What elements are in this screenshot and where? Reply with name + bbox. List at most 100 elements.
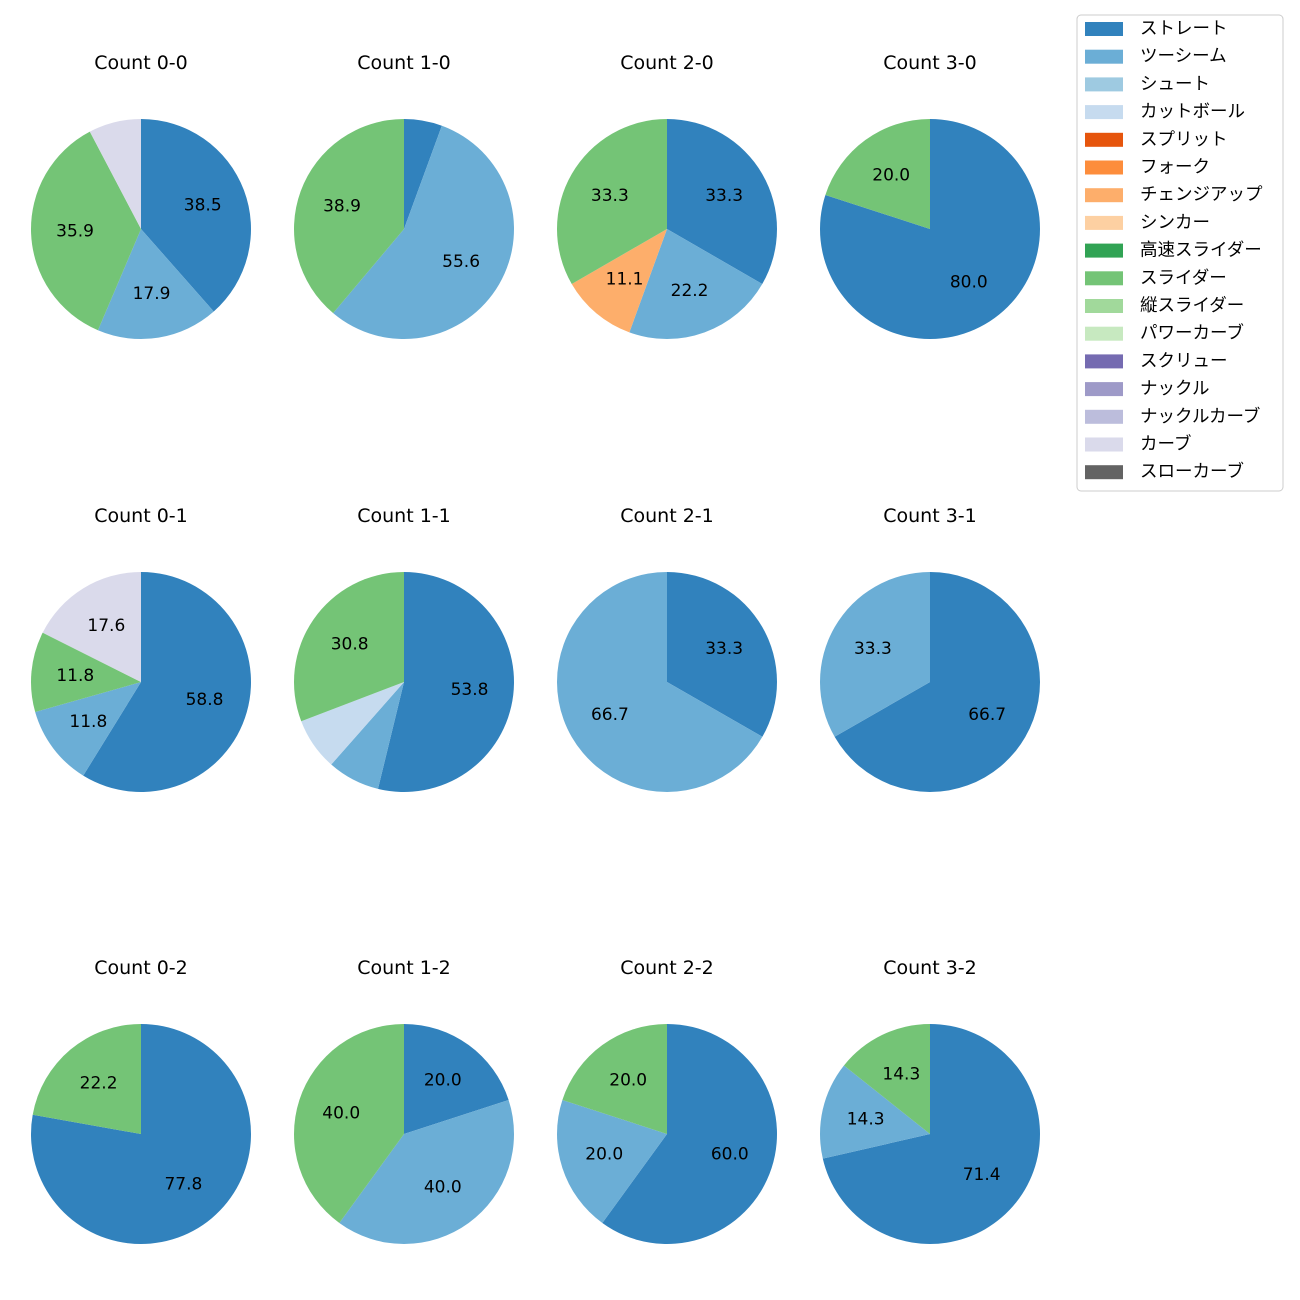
chart-title: Count 3-0 — [883, 52, 977, 74]
pie-slice — [822, 1024, 1040, 1245]
pie-slice — [556, 119, 667, 284]
slice-label: 11.1 — [606, 270, 644, 290]
legend-entry: 縦スライダー — [1085, 296, 1244, 316]
legend-swatch — [1085, 105, 1123, 120]
legend-entry: ナックルカーブ — [1085, 406, 1260, 427]
legend-frame — [1076, 14, 1284, 492]
slice-label: 40.0 — [322, 1104, 360, 1124]
pie-chart: Count 2-0 33.3 22.2 11.1 33.3 — [556, 52, 777, 339]
slice-label: 38.9 — [323, 196, 361, 216]
slice-label: 22.2 — [671, 281, 709, 301]
slice-label: 14.3 — [847, 1109, 885, 1129]
pie-slice — [83, 572, 252, 793]
legend-label: 高速スライダー — [1140, 241, 1262, 261]
slice-label: 53.8 — [451, 680, 489, 700]
chart-title: Count 3-2 — [883, 957, 977, 979]
pie-slice — [339, 1100, 514, 1244]
pie-slice — [404, 1024, 509, 1134]
chart-title: Count 2-1 — [620, 505, 714, 527]
legend-items: ストレートツーシームシュートカットボールスプリットフォークチェンジアップシンカー… — [1085, 19, 1263, 482]
legend-label: スローカーブ — [1140, 461, 1244, 482]
pie-slice — [97, 229, 214, 339]
legend-swatch — [1085, 132, 1123, 147]
pie-slice — [333, 125, 514, 339]
pie-slice — [667, 572, 777, 737]
legend-entry: スクリュー — [1085, 351, 1228, 371]
pie-slice — [602, 1024, 778, 1244]
pie-slice — [820, 119, 1040, 339]
slice-label: 40.0 — [424, 1177, 462, 1197]
slice-label: 20.0 — [585, 1144, 623, 1164]
chart-title: Count 2-2 — [620, 957, 714, 979]
legend-entry: フォーク — [1085, 158, 1210, 178]
legend-label: フォーク — [1140, 158, 1210, 178]
pie-chart: Count 1-0 55.6 38.9 — [294, 52, 514, 339]
legend-swatch — [1085, 409, 1123, 424]
slice-label: 38.5 — [184, 196, 222, 216]
legend-entry: ツーシーム — [1085, 47, 1227, 67]
legend-entry: スライダー — [1085, 268, 1227, 288]
pie-slice — [667, 119, 777, 284]
slice-label: 33.3 — [705, 186, 743, 206]
pie-chart: Count 0-2 77.8 22.2 — [31, 957, 252, 1244]
slice-label: 33.3 — [854, 639, 892, 659]
pie-chart: Count 2-2 60.0 20.0 20.0 — [557, 957, 778, 1244]
pie-slice — [562, 1024, 667, 1134]
slice-label: 11.8 — [56, 666, 94, 686]
slice-label: 11.8 — [69, 712, 107, 732]
pie-slice — [32, 1024, 141, 1134]
legend-label: カットボール — [1140, 102, 1245, 122]
slice-label: 33.3 — [705, 639, 743, 659]
pie-chart: Count 3-2 71.4 14.3 14.3 — [819, 957, 1040, 1245]
chart-title: Count 0-2 — [94, 957, 188, 979]
pie-slice — [629, 229, 763, 339]
legend-label: スクリュー — [1140, 351, 1228, 371]
legend-entry: シュート — [1085, 74, 1210, 94]
pie-slice — [571, 229, 667, 333]
pie-slice — [30, 131, 141, 331]
legend-swatch — [1085, 188, 1123, 203]
legend-swatch — [1085, 160, 1123, 175]
legend-swatch — [1085, 382, 1123, 397]
slice-label: 20.0 — [609, 1071, 647, 1091]
legend-entry: 高速スライダー — [1085, 241, 1262, 261]
slice-label: 33.3 — [591, 186, 629, 206]
legend-label: ツーシーム — [1140, 47, 1227, 67]
pie-slice — [294, 1024, 404, 1223]
pie-slice — [825, 119, 930, 229]
slice-label: 55.6 — [442, 252, 480, 272]
pie-chart: Count 3-1 66.7 33.3 — [820, 505, 1040, 792]
legend-label: カーブ — [1140, 434, 1191, 455]
pie-chart: Count 3-0 80.0 20.0 — [820, 52, 1040, 339]
pie-slice — [30, 632, 142, 713]
chart-title: Count 3-1 — [883, 505, 977, 527]
legend-label: 縦スライダー — [1140, 296, 1244, 316]
chart-title: Count 1-0 — [357, 52, 451, 74]
pie-slice — [404, 119, 442, 229]
pie-slice — [89, 119, 141, 229]
legend-label: チェンジアップ — [1140, 185, 1263, 205]
slice-label: 66.7 — [591, 705, 629, 725]
pie-slice — [556, 572, 763, 792]
chart-title: Count 1-2 — [357, 957, 451, 979]
legend-label: パワーカーブ — [1140, 323, 1244, 344]
slice-label: 17.9 — [133, 284, 171, 304]
pie-chart: Count 1-2 20.0 40.0 40.0 — [294, 957, 514, 1244]
pie-chart: Count 1-1 53.8 30.8 — [293, 505, 514, 792]
legend-label: ストレート — [1140, 19, 1228, 39]
legend-swatch — [1085, 299, 1123, 313]
legend-swatch — [1085, 437, 1123, 452]
chart-title: Count 1-1 — [357, 505, 451, 527]
legend-entry: カーブ — [1085, 434, 1191, 455]
pie-chart: Count 2-1 33.3 66.7 — [556, 505, 777, 792]
pie-slice — [294, 118, 404, 314]
chart-title: Count 0-0 — [94, 52, 188, 74]
slice-label: 20.0 — [424, 1071, 462, 1091]
pie-slice — [819, 1065, 930, 1159]
pie-slice — [301, 682, 404, 765]
pie-chart: Count 0-0 38.5 17.9 35.9 — [30, 52, 251, 339]
chart-title: Count 0-1 — [94, 505, 188, 527]
legend-swatch — [1085, 243, 1123, 258]
